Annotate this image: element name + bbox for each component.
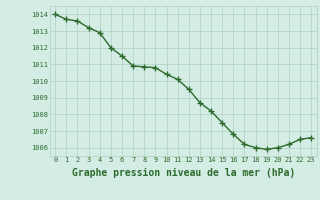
X-axis label: Graphe pression niveau de la mer (hPa): Graphe pression niveau de la mer (hPa) [72, 168, 295, 178]
